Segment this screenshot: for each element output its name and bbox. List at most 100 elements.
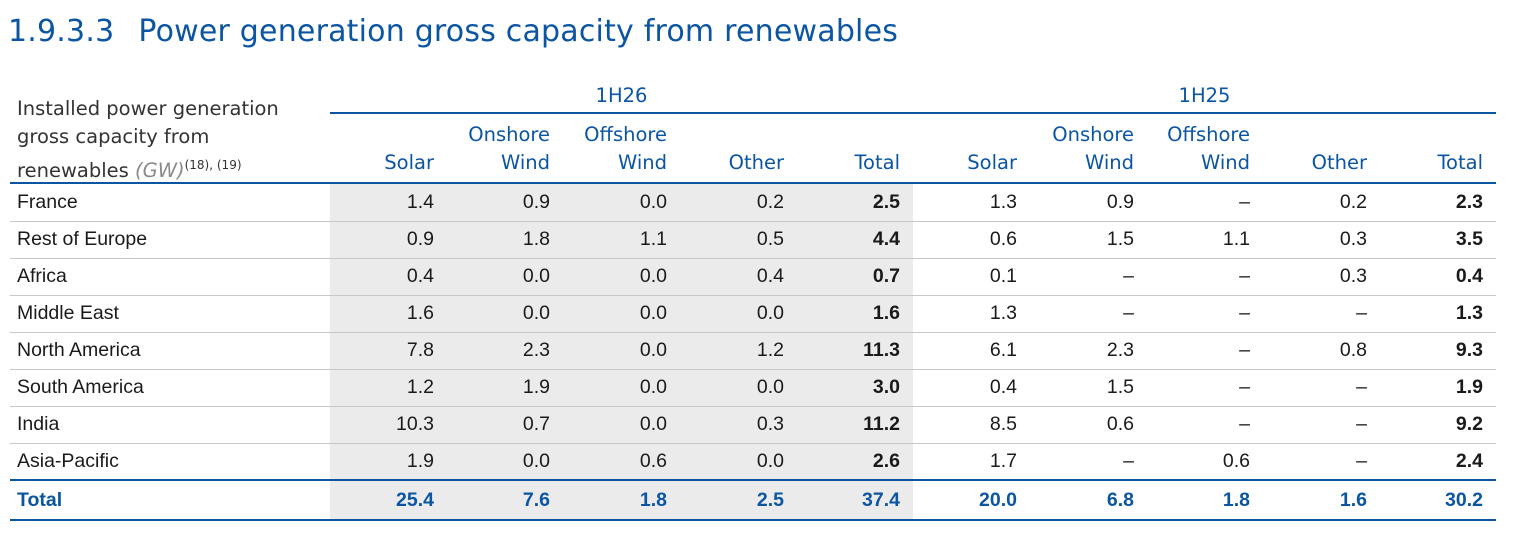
value-cell: –	[1239, 376, 1250, 398]
value-cell: 0.0	[522, 450, 550, 472]
column-header: Total	[784, 121, 900, 177]
value-cell: 0.2	[1339, 191, 1367, 213]
row-total-cell: 2.3	[1455, 191, 1483, 213]
row-header-line-3: renewables (GW)(18), (19)	[17, 151, 317, 185]
value-cell: –	[1239, 339, 1250, 361]
value-cell: 0.0	[639, 376, 667, 398]
section-number: 1.9.3.3	[8, 14, 115, 49]
value-cell: 0.0	[639, 191, 667, 213]
value-cell: 0.8	[1339, 339, 1367, 361]
row-total-cell: 2.4	[1455, 450, 1483, 472]
value-cell: 0.0	[639, 339, 667, 361]
row-total-cell: 1.3	[1455, 302, 1483, 324]
period-header-1h25: 1H25	[1178, 84, 1231, 107]
region-name: Rest of Europe	[17, 228, 148, 250]
value-cell: 1.1	[639, 228, 667, 250]
table-row: India 10.3 0.7 0.0 0.3 11.2 8.5 0.6 – – 9.2	[10, 406, 1496, 444]
value-cell: 0.9	[522, 191, 550, 213]
row-header-label: Installed power generation gross capacit…	[17, 95, 317, 185]
value-cell: 1.2	[406, 376, 434, 398]
value-cell: –	[1123, 302, 1134, 324]
value-cell: 0.1	[989, 265, 1017, 287]
row-total-cell: 11.3	[863, 339, 900, 361]
value-cell: 0.3	[1339, 228, 1367, 250]
region-name: Total	[17, 489, 63, 511]
column-header-line-2: Total	[854, 151, 900, 174]
row-total-cell: 0.7	[872, 265, 900, 287]
region-name: North America	[17, 339, 141, 361]
value-cell: –	[1239, 191, 1250, 213]
column-header: Onshore Wind	[1018, 121, 1134, 177]
value-cell: 1.2	[756, 339, 784, 361]
row-total-cell: 0.4	[1455, 265, 1483, 287]
value-cell: 7.6	[522, 489, 550, 511]
value-cell: –	[1123, 450, 1134, 472]
current-period-shading	[330, 184, 913, 519]
column-header: Solar	[318, 121, 434, 177]
value-cell: 2.3	[522, 339, 550, 361]
value-cell: 1.1	[1222, 228, 1250, 250]
column-header: Onshore Wind	[434, 121, 550, 177]
row-header-line-1: Installed power generation	[17, 97, 279, 120]
value-cell: 0.0	[756, 376, 784, 398]
value-cell: 1.6	[406, 302, 434, 324]
row-total-cell: 11.2	[863, 413, 900, 435]
column-header-line-2: Wind	[1200, 151, 1250, 174]
row-total-cell: 1.6	[872, 302, 900, 324]
value-cell: –	[1356, 413, 1367, 435]
value-cell: 0.9	[406, 228, 434, 250]
total-row: Total 25.4 7.6 1.8 2.5 37.4 20.0 6.8 1.8 1.6 30.2	[10, 479, 1496, 521]
value-cell: 0.9	[1106, 191, 1134, 213]
value-cell: 1.8	[639, 489, 667, 511]
value-cell: 0.7	[522, 413, 550, 435]
value-cell: –	[1239, 265, 1250, 287]
footnote-refs: (18), (19)	[184, 158, 242, 172]
region-name: France	[17, 191, 78, 213]
region-name: Asia-Pacific	[17, 450, 119, 472]
value-cell: 1.9	[406, 450, 434, 472]
table-row: Middle East 1.6 0.0 0.0 0.0 1.6 1.3 – – – 1.3	[10, 295, 1496, 333]
value-cell: 0.6	[639, 450, 667, 472]
column-header-line-2: Total	[1437, 151, 1483, 174]
value-cell: 1.6	[1339, 489, 1367, 511]
column-header: Offshore Wind	[1134, 121, 1250, 177]
value-cell: 10.3	[396, 413, 434, 435]
value-cell: 1.3	[989, 302, 1017, 324]
unit-label: (GW)	[135, 159, 185, 182]
value-cell: 1.5	[1106, 228, 1134, 250]
table-row: France 1.4 0.9 0.0 0.2 2.5 1.3 0.9 – 0.2 2.3	[10, 184, 1496, 222]
column-header: Other	[668, 121, 784, 177]
value-cell: –	[1356, 450, 1367, 472]
value-cell: 0.0	[522, 265, 550, 287]
period-divider	[330, 112, 1496, 114]
table-row: Africa 0.4 0.0 0.0 0.4 0.7 0.1 – – 0.3 0.4	[10, 258, 1496, 296]
column-header-line-2: Wind	[1084, 151, 1134, 174]
column-header-line-2: Wind	[617, 151, 667, 174]
value-cell: 2.3	[1106, 339, 1134, 361]
value-cell: 0.3	[756, 413, 784, 435]
value-cell: 1.3	[989, 191, 1017, 213]
column-header-line-1: Offshore	[1167, 123, 1250, 146]
value-cell: 0.0	[639, 265, 667, 287]
value-cell: 6.1	[989, 339, 1017, 361]
value-cell: 25.4	[396, 489, 434, 511]
value-cell: 0.4	[406, 265, 434, 287]
column-header: Offshore Wind	[551, 121, 667, 177]
row-total-cell: 30.2	[1445, 489, 1483, 511]
value-cell: 0.0	[522, 302, 550, 324]
value-cell: 0.5	[756, 228, 784, 250]
column-header-line-1: Onshore	[468, 123, 550, 146]
page-title: 1.9.3.3 Power generation gross capacity f…	[8, 14, 898, 49]
value-cell: 1.9	[522, 376, 550, 398]
value-cell: 0.6	[1222, 450, 1250, 472]
row-header-line-3-text: renewables	[17, 159, 129, 182]
value-cell: 6.8	[1106, 489, 1134, 511]
value-cell: 0.0	[756, 450, 784, 472]
value-cell: –	[1239, 302, 1250, 324]
column-header: Other	[1251, 121, 1367, 177]
value-cell: 0.6	[1106, 413, 1134, 435]
row-total-cell: 3.5	[1455, 228, 1483, 250]
column-header-line-2: Wind	[500, 151, 550, 174]
header-bottom-rule	[10, 182, 1496, 184]
row-total-cell: 1.9	[1455, 376, 1483, 398]
